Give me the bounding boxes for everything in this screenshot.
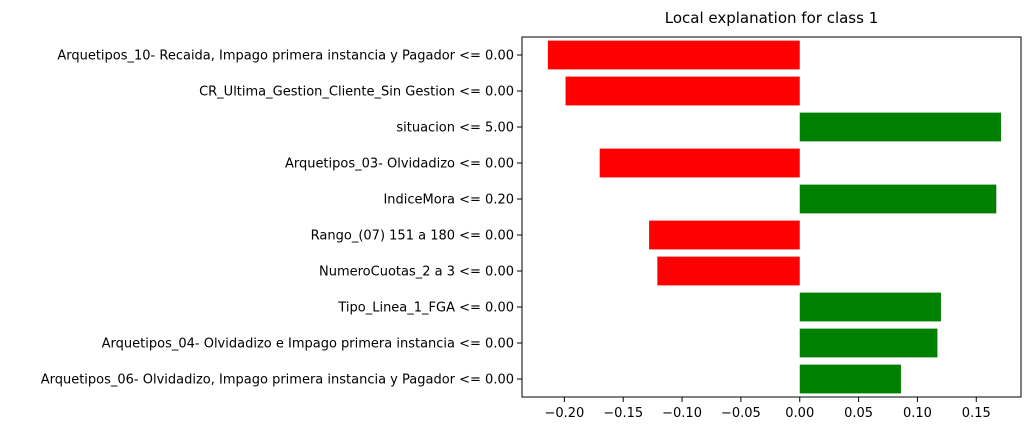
bar — [565, 76, 800, 106]
y-tick-label: situacion <= 5.00 — [396, 121, 514, 136]
y-tick-label: Rango_(07) 151 a 180 <= 0.00 — [311, 229, 514, 244]
bar — [799, 328, 938, 358]
x-axis: −0.20 −0.15 −0.10 −0.05 0.00 0.05 0.10 0.15 — [544, 397, 991, 421]
x-tick-label: −0.05 — [721, 406, 761, 421]
bar — [799, 112, 1001, 142]
bar — [799, 292, 941, 322]
x-tick-label: 0.05 — [844, 406, 873, 421]
x-tick-label: −0.15 — [603, 406, 643, 421]
y-tick-label: IndiceMora <= 0.20 — [383, 193, 514, 208]
bar — [799, 364, 901, 394]
y-tick-label: CR_Ultima_Gestion_Cliente_Sin Gestion <=… — [199, 85, 514, 100]
x-tick-label: −0.10 — [662, 406, 702, 421]
x-tick-label: 0.10 — [903, 406, 932, 421]
x-tick-label: −0.20 — [544, 406, 584, 421]
bar — [799, 184, 997, 214]
y-tick-label: NumeroCuotas_2 a 3 <= 0.00 — [319, 265, 514, 280]
y-tick-label: Arquetipos_06- Olvidadizo, Impago primer… — [41, 373, 514, 388]
chart-title: Local explanation for class 1 — [665, 9, 879, 27]
axes-frame — [521, 36, 1022, 398]
bar — [657, 256, 800, 286]
bar — [547, 40, 800, 70]
x-tick-label: 0.00 — [785, 406, 814, 421]
y-tick-label: Arquetipos_03- Olvidadizo <= 0.00 — [285, 157, 514, 172]
x-tick-label: 0.15 — [962, 406, 991, 421]
y-tick-label: Arquetipos_04- Olvidadizo e Impago prime… — [102, 337, 514, 352]
y-tick-label: Tipo_Linea_1_FGA <= 0.00 — [337, 301, 514, 316]
bar — [649, 220, 800, 250]
bar — [599, 148, 800, 178]
bars-group — [547, 40, 1001, 394]
y-tick-labels: Arquetipos_10- Recaida, Impago primera i… — [41, 49, 522, 388]
y-tick-label: Arquetipos_10- Recaida, Impago primera i… — [57, 49, 514, 64]
